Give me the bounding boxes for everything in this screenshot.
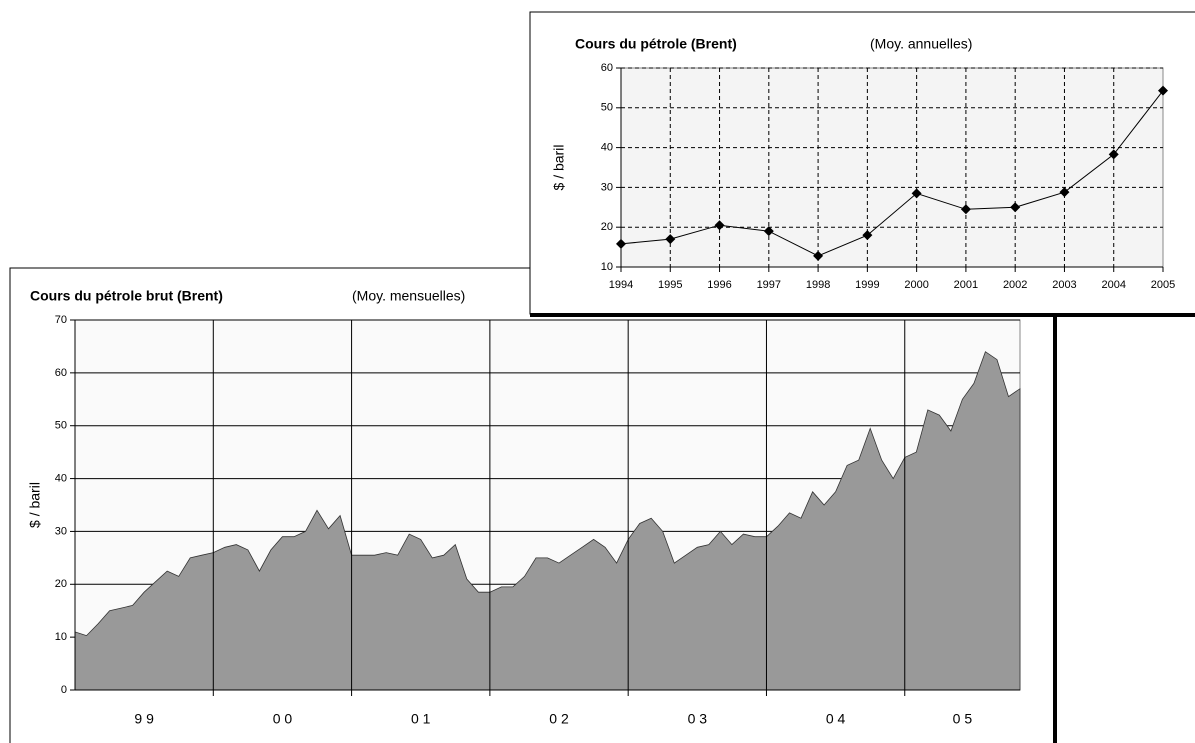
- y-tick-label: 10: [55, 631, 67, 643]
- chart-title: Cours du pétrole brut (Brent): [30, 288, 223, 304]
- x-tick-label: 0 5: [953, 711, 973, 727]
- x-tick-label: 1999: [855, 279, 879, 291]
- x-tick-label: 0 0: [273, 711, 293, 727]
- y-tick-label: 50: [55, 420, 67, 432]
- annual-chart: Cours du pétrole (Brent) (Moy. annuelles)…: [529, 11, 1195, 317]
- x-tick-label: 1994: [609, 279, 633, 291]
- point: [763, 226, 774, 237]
- point: [862, 230, 873, 241]
- y-axis-label: $ / baril: [27, 482, 43, 528]
- plot-area: [620, 67, 1164, 268]
- y-tick-label: 20: [55, 578, 67, 590]
- y-tick-label: 10: [601, 261, 613, 273]
- point: [1108, 149, 1119, 160]
- x-tick-label: 2005: [1151, 279, 1175, 291]
- line: [620, 90, 1164, 257]
- x-tick-label: 1996: [707, 279, 731, 291]
- y-tick-label: 40: [601, 142, 613, 154]
- y-tick-label: 70: [55, 314, 67, 326]
- x-tick-label: 0 4: [826, 711, 846, 727]
- chart-subtitle: (Moy. annuelles): [870, 36, 972, 52]
- x-tick-label: 1998: [806, 279, 830, 291]
- point: [665, 234, 676, 245]
- x-tick-label: 0 1: [411, 711, 431, 727]
- x-tick-label: 1995: [658, 279, 682, 291]
- chart-subtitle: (Moy. mensuelles): [352, 288, 465, 304]
- y-tick-label: 60: [601, 62, 613, 74]
- point: [714, 220, 725, 231]
- y-tick-label: 60: [55, 367, 67, 379]
- point: [1010, 202, 1021, 213]
- area: [74, 351, 1021, 691]
- y-tick-label: 20: [601, 221, 613, 233]
- x-tick-label: 0 2: [549, 711, 569, 727]
- y-tick-label: 40: [55, 472, 67, 484]
- monthly-chart: Cours du pétrole brut (Brent) (Moy. mensu…: [9, 267, 1057, 743]
- x-tick-label: 0 3: [688, 711, 708, 727]
- y-axis-label: $ / baril: [551, 145, 567, 191]
- x-tick-label: 2000: [904, 279, 928, 291]
- point: [813, 250, 824, 261]
- x-tick-label: 2003: [1052, 279, 1076, 291]
- x-tick-label: 1997: [757, 279, 781, 291]
- y-tick-label: 30: [601, 181, 613, 193]
- point: [616, 238, 626, 249]
- y-tick-label: 50: [601, 102, 613, 114]
- point: [1158, 85, 1168, 96]
- x-tick-label: 9 9: [134, 711, 154, 727]
- x-tick-label: 2004: [1101, 279, 1125, 291]
- x-tick-label: 2002: [1003, 279, 1027, 291]
- y-tick-label: 30: [55, 525, 67, 537]
- y-tick-label: 0: [61, 684, 67, 696]
- point: [1059, 187, 1070, 198]
- x-tick-label: 2001: [954, 279, 978, 291]
- point: [960, 204, 971, 215]
- point: [911, 188, 922, 199]
- chart-title: Cours du pétrole (Brent): [575, 36, 737, 52]
